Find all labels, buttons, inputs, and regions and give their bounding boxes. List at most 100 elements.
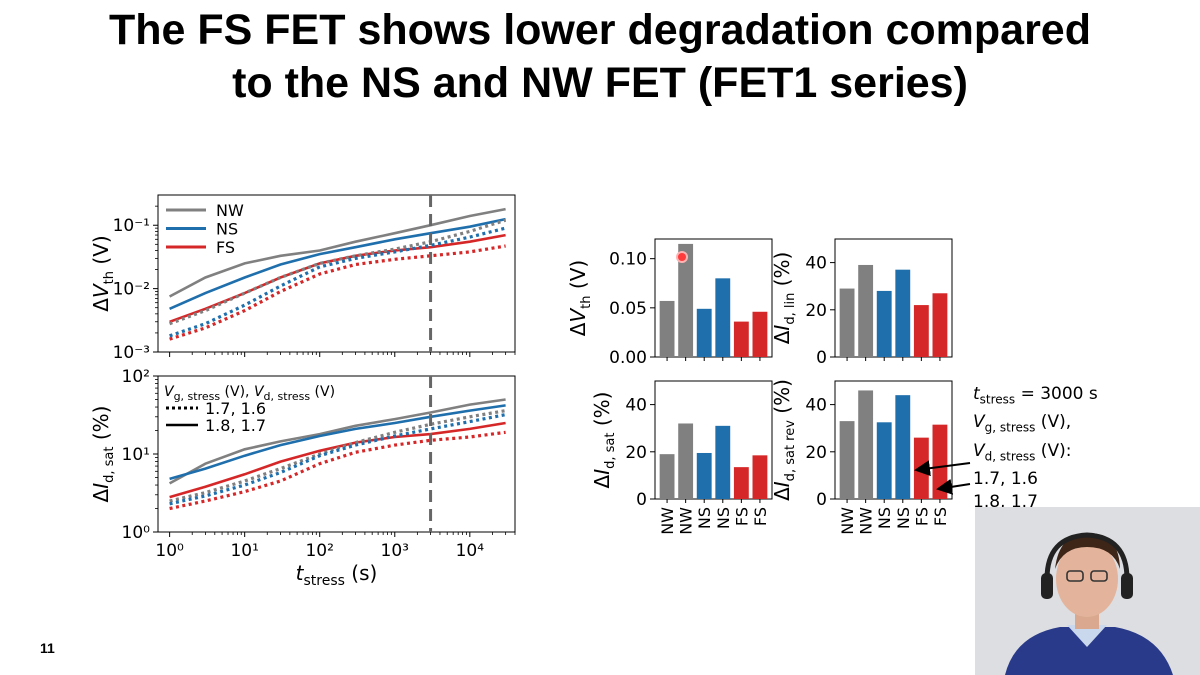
dvth-bars-ytick-label: 0.10 <box>609 250 647 270</box>
did-lin-bars-bar-fs <box>932 293 948 357</box>
dvth-bars-bar-fs <box>733 321 749 357</box>
did-sat-vs-time-legend-title-part: V <box>254 384 265 400</box>
did-lin-bars-bar-ns <box>876 290 892 357</box>
dvth-bars-bar-nw <box>678 243 694 357</box>
did-sat-rev-bars-ytick-label: 0 <box>816 490 827 510</box>
did-sat-vs-time-legend-title-part: g, stress <box>174 390 221 403</box>
annotation-vg: Vg, stress (V), <box>973 412 1072 435</box>
did-sat-vs-time-ylabel: ΔId, sat (%) <box>89 406 117 503</box>
did-sat-vs-time-ylabel-symbol: I <box>89 483 113 489</box>
dvth-bars-ylabel-subscript: th <box>579 295 594 308</box>
dvth-bars: 0.00 0.05 0.10 ΔVth (V) <box>566 238 773 368</box>
slide-title-line-1: The FS FET shows lower degradation compa… <box>109 6 1091 54</box>
did-lin-bars-ylabel-subscript: d, lin <box>783 293 798 325</box>
did-lin-bars-bar-nw <box>839 288 855 357</box>
did-lin-bars-bar-ns <box>895 269 911 357</box>
did-sat-vs-time-series-ns-solid <box>169 404 506 481</box>
did-sat-vs-time-xtick-label: 10⁴ <box>456 541 485 561</box>
dvth-vs-time-series-nw-solid <box>168 207 506 298</box>
dvth-bars-ylabel-delta: Δ <box>566 322 590 336</box>
did-sat-bars-bar-nw <box>678 423 694 499</box>
did-sat-bars-category-label: NW <box>677 507 696 535</box>
annotation-tstress: tstress = 3000 s <box>973 384 1098 407</box>
did-sat-rev-bars-category-label: FS <box>931 507 950 526</box>
did-sat-vs-time-xlabel-symbol: t <box>296 561 305 585</box>
did-sat-rev-bars-category-label: NS <box>875 507 894 529</box>
dvth-bars-bar-ns <box>696 308 712 357</box>
slide-title: The FS FET shows lower degradation compa… <box>0 4 1200 110</box>
did-sat-vs-time-series-nw-dotted <box>169 409 506 503</box>
did-sat-vs-time-ylabel-unit: (%) <box>89 406 113 447</box>
did-sat-rev-bars-category-label: FS <box>912 507 931 526</box>
dvth-vs-time-ylabel: ΔVth (V) <box>89 235 117 311</box>
did-lin-bars-ylabel-symbol: I <box>770 325 794 331</box>
did-sat-vs-time-ytick-label: 10¹ <box>122 445 150 465</box>
page-number: 11 <box>40 640 55 656</box>
annotation-vg-suffix: (V), <box>1035 412 1072 433</box>
dvth-vs-time-legend-label-fs: FS <box>216 238 235 257</box>
dvth-bars-ylabel-symbol: V <box>566 308 590 323</box>
did-sat-vs-time-frame <box>157 375 516 533</box>
did-sat-bars-bar-fs <box>752 455 768 499</box>
slide-title-line-2: to the NS and NW FET (FET1 series) <box>232 59 968 107</box>
did-sat-vs-time-legend-title: Vg, stress (V), Vd, stress (V) <box>164 384 335 403</box>
dvth-bars-ylabel-unit: (V) <box>566 260 590 296</box>
did-sat-rev-bars-bar-nw <box>839 421 855 499</box>
presenter-silhouette <box>975 507 1200 675</box>
did-lin-bars-ylabel-delta: Δ <box>770 330 794 344</box>
dvth-vs-time-ytick-label: 10⁻³ <box>113 343 150 363</box>
dvth-vs-time-frame <box>157 194 516 353</box>
did-sat-bars-ytick-label: 0 <box>636 490 647 510</box>
dvth-bars-ytick-label: 0.00 <box>609 348 647 368</box>
did-sat-bars-bar-ns <box>715 425 731 499</box>
arrow-pair-2 <box>936 478 971 495</box>
did-sat-bars-ylabel-subscript: d, sat <box>603 433 618 469</box>
did-sat-vs-time-xtick-label: 10⁰ <box>155 541 184 561</box>
did-sat-rev-bars-ylabel-delta: Δ <box>770 487 794 501</box>
did-sat-vs-time-legend-title-part: (V) <box>310 384 335 400</box>
annotation-vd-suffix: (V): <box>1035 440 1072 461</box>
did-sat-bars-ytick-label: 20 <box>625 443 647 463</box>
did-sat-rev-bars-ytick-label: 40 <box>805 396 827 416</box>
did-sat-vs-time-ytick-label: 10² <box>122 367 150 387</box>
did-lin-bars-ytick-label: 40 <box>805 254 827 274</box>
dvth-bars-bar-nw <box>659 300 675 357</box>
dvth-vs-time-legend-label-nw: NW <box>216 201 244 220</box>
did-sat-vs-time-legend-title-part: V <box>164 384 175 400</box>
annotation-pair-1: 1.7, 1.6 <box>973 469 1038 490</box>
did-sat-vs-time-ytick-label: 10⁰ <box>122 523 151 543</box>
did-sat-rev-bars-ylabel-symbol: I <box>770 481 794 487</box>
did-sat-vs-time-series-ns-dotted <box>169 413 506 506</box>
stress-annotation: tstress = 3000 s Vg, stress (V), Vd, str… <box>973 383 1098 514</box>
did-sat-vs-time-series-nw-solid <box>168 398 506 485</box>
laser-pointer-dot <box>676 251 688 263</box>
did-sat-vs-time-legend-title-part: d, stress <box>264 390 311 403</box>
annotation-arrows <box>914 460 971 495</box>
did-sat-bars-category-label: FS <box>751 507 770 526</box>
did-sat-vs-time-xtick-label: 10² <box>305 541 333 561</box>
dvth-vs-time-ytick-label: 10⁻¹ <box>113 216 150 236</box>
did-sat-rev-bars-ytick-label: 20 <box>805 443 827 463</box>
dvth-vs-time-legend-label-ns: NS <box>216 220 238 239</box>
did-lin-bars-ytick-label: 20 <box>805 301 827 321</box>
did-sat-bars-category-label: NW <box>658 507 677 535</box>
did-sat-bars-bar-ns <box>696 452 712 499</box>
did-sat-rev-bars-category-label: NW <box>857 507 876 535</box>
did-lin-bars-ylabel-unit: (%) <box>770 252 794 293</box>
dvth-vs-time-series-ns-solid <box>169 217 506 310</box>
did-sat-vs-time-ylabel-delta: Δ <box>89 488 113 502</box>
dvth-vs-time-series-fs-dotted <box>169 244 506 341</box>
did-sat-rev-bars-category-label: NW <box>838 507 857 535</box>
dvth-bars-bar-fs <box>752 311 768 357</box>
did-sat-vs-time-series-fs-dotted <box>169 430 506 511</box>
did-lin-bars-ytick-label: 0 <box>816 348 827 368</box>
did-sat-bars-ylabel-delta: Δ <box>590 474 614 488</box>
did-sat-bars-ylabel: ΔId, sat (%) <box>590 392 618 489</box>
did-sat-bars-ylabel-symbol: I <box>590 469 614 475</box>
did-sat-vs-time-legend-label-dotted: 1.7, 1.6 <box>205 399 266 418</box>
did-lin-bars: 0 20 40 ΔId, lin (%) <box>770 238 953 368</box>
dvth-vs-time-series-nw-dotted <box>169 218 507 326</box>
